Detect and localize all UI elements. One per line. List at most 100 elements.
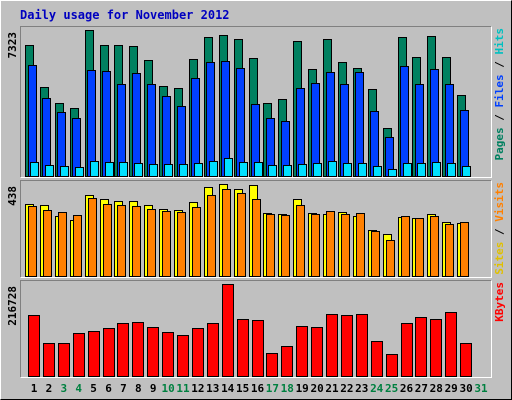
bar [147, 327, 159, 377]
bar [326, 72, 335, 177]
x-tick-label: 2 [46, 382, 53, 395]
x-tick-label: 30 [459, 382, 472, 395]
bar [222, 284, 234, 377]
x-tick-label: 3 [60, 382, 67, 395]
x-tick-label: 26 [400, 382, 414, 395]
bar [340, 84, 349, 177]
bar [373, 166, 382, 177]
bar [237, 193, 246, 277]
bar [447, 163, 456, 177]
x-tick-label: 24 [370, 382, 384, 395]
panel-edge-light [20, 280, 492, 378]
bar [42, 98, 51, 177]
x-tick-label: 5 [90, 382, 97, 395]
y-tick-label: 438 [6, 186, 19, 206]
bar [194, 163, 203, 177]
bar [254, 162, 263, 177]
legend-separator: / [493, 55, 506, 75]
bar [268, 165, 277, 177]
bar [162, 211, 171, 277]
bar [388, 169, 397, 177]
bar [401, 216, 410, 277]
bar [445, 224, 454, 277]
bar [403, 163, 412, 177]
legend-entry: KBytes [493, 282, 506, 322]
bar [326, 314, 338, 377]
bar [401, 323, 413, 377]
bar [296, 88, 305, 177]
bar [147, 84, 156, 177]
x-tick-label: 6 [105, 382, 112, 395]
panel-edge-dark [20, 26, 492, 178]
bar [281, 215, 290, 277]
bar [341, 315, 353, 377]
bar [162, 332, 174, 377]
bar [45, 165, 54, 177]
bar [341, 214, 350, 277]
bar [102, 71, 111, 177]
bar [206, 62, 215, 177]
bar [43, 210, 52, 277]
legend-separator: / [493, 108, 506, 128]
bar [239, 162, 248, 177]
bar [191, 78, 200, 177]
bar [400, 66, 409, 177]
bar [266, 214, 275, 277]
bar [28, 315, 40, 377]
legend: KBytes [493, 282, 506, 322]
bar [462, 166, 471, 177]
bar [224, 158, 233, 177]
x-tick-label: 16 [251, 382, 265, 395]
legend-entry: Visits [493, 182, 506, 222]
bar [252, 320, 264, 377]
x-tick-label: 1 [31, 382, 38, 395]
bar [430, 69, 439, 177]
bar [313, 163, 322, 177]
bar [311, 214, 320, 277]
x-tick-label: 9 [150, 382, 157, 395]
bar [281, 346, 293, 377]
bar [28, 206, 37, 277]
bar [355, 72, 364, 177]
x-tick-label: 23 [355, 382, 368, 395]
x-tick-label: 18 [281, 382, 294, 395]
panel-edge-light [20, 180, 492, 278]
bar [132, 73, 141, 177]
bar [386, 354, 398, 377]
bar [119, 162, 128, 177]
bar [356, 314, 368, 377]
bar [296, 326, 308, 377]
bar [311, 83, 320, 177]
bar [134, 163, 143, 177]
bar [460, 343, 472, 377]
bar [117, 205, 126, 277]
bar [252, 199, 261, 277]
y-tick-label: 7323 [6, 32, 19, 59]
bar [207, 195, 216, 277]
legend: Pages / Files / Hits [493, 28, 506, 161]
bar [164, 164, 173, 177]
bar [296, 205, 305, 277]
bar [30, 162, 39, 177]
panel-edge-dark [20, 180, 492, 278]
bar [430, 319, 442, 377]
bar [430, 216, 439, 277]
bar [177, 335, 189, 377]
bar [88, 331, 100, 377]
bar [43, 343, 55, 377]
bar [132, 322, 144, 377]
legend-entry: Pages [493, 127, 506, 160]
bar [371, 341, 383, 377]
x-tick-label: 13 [206, 382, 219, 395]
x-tick-label: 12 [191, 382, 204, 395]
bar [432, 162, 441, 177]
x-tick-label: 19 [296, 382, 309, 395]
bar [149, 164, 158, 177]
x-tick-label: 17 [266, 382, 279, 395]
bar [117, 323, 129, 377]
bar [58, 343, 70, 377]
bar [192, 207, 201, 277]
bar [177, 212, 186, 277]
